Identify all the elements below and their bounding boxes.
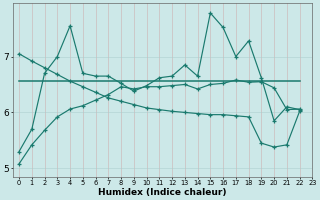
X-axis label: Humidex (Indice chaleur): Humidex (Indice chaleur) — [98, 188, 227, 197]
